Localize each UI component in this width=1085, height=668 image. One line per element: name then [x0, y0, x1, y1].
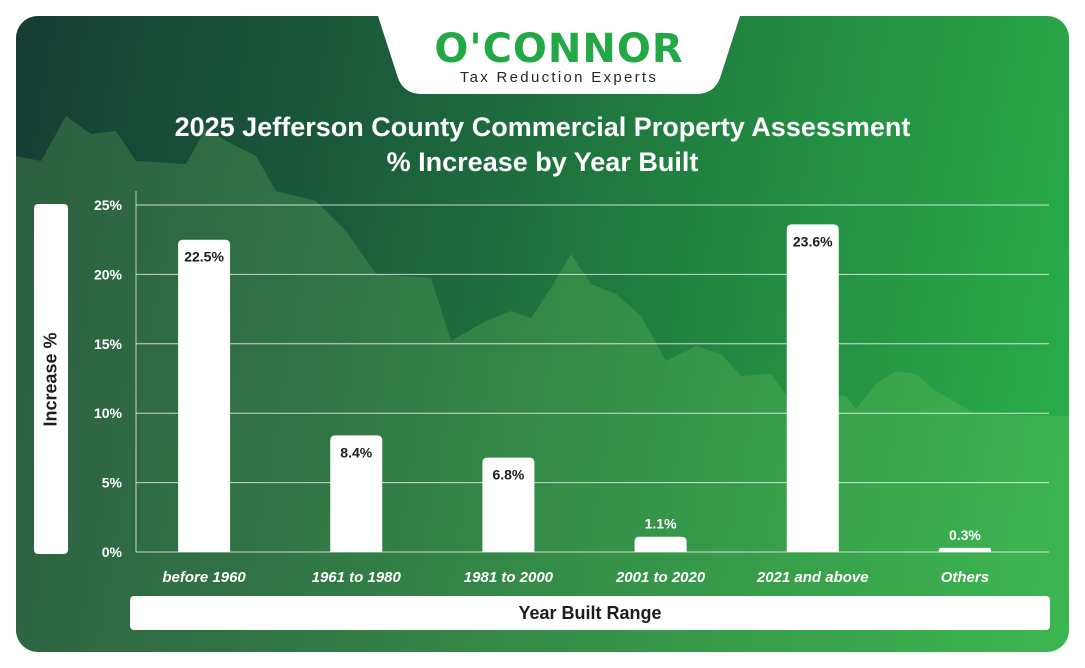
bar	[482, 457, 535, 552]
brand-logo: O'CONNOR Tax Reduction Experts	[378, 16, 740, 104]
brand-name: O'CONNOR	[434, 26, 684, 72]
x-tick-label: 2021 and above	[756, 569, 869, 586]
bar-value-label: 1.1%	[645, 516, 677, 532]
bar-value-label: 6.8%	[492, 467, 524, 483]
bar	[938, 547, 991, 552]
x-tick-label: Others	[941, 569, 989, 586]
y-tick-label: 25%	[94, 197, 123, 213]
bar-value-label: 8.4%	[340, 444, 372, 460]
chart-title-line-2: % Increase by Year Built	[386, 147, 699, 177]
bar-value-label: 22.5%	[184, 249, 224, 265]
bar-value-label: 23.6%	[793, 233, 833, 249]
bar	[330, 435, 383, 552]
x-tick-label: 2001 to 2020	[615, 569, 706, 586]
brand-tagline: Tax Reduction Experts	[459, 69, 659, 86]
x-tick-label: 1981 to 2000	[464, 569, 554, 586]
chart-card: O'CONNOR Tax Reduction Experts 2025 Jeff…	[16, 16, 1069, 652]
x-axis-label-box: Year Built Range	[130, 596, 1050, 630]
chart-title-line-1: 2025 Jefferson County Commercial Propert…	[174, 112, 911, 142]
bar	[634, 536, 687, 552]
x-tick-label: before 1960	[162, 569, 246, 586]
bar-chart: 0% 5% 10% 15% 20% 25% 22.5% before 1960 8.4% 1961…	[94, 191, 1049, 586]
y-tick-label: 5%	[102, 475, 123, 491]
y-axis-label-box: Increase %	[34, 204, 68, 554]
bar	[178, 239, 231, 552]
y-tick-label: 0%	[102, 544, 123, 560]
chart-title: 2025 Jefferson County Commercial Propert…	[16, 110, 1069, 180]
bar	[786, 224, 839, 552]
bar-value-label: 0.3%	[949, 527, 981, 543]
y-tick-label: 15%	[94, 336, 123, 352]
x-tick-label: 1961 to 1980	[312, 569, 402, 586]
y-tick-label: 20%	[94, 266, 123, 282]
y-tick-label: 10%	[94, 405, 123, 421]
x-axis-label: Year Built Range	[518, 603, 662, 623]
